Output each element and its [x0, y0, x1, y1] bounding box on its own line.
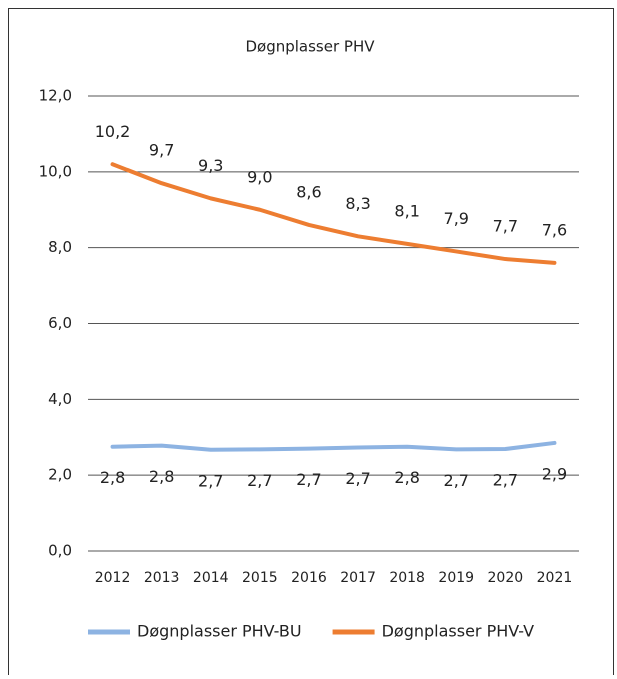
- data-label: 10,2: [95, 122, 131, 141]
- data-label: 2,7: [198, 471, 223, 490]
- x-tick-label: 2013: [144, 570, 180, 586]
- x-tick-label: 2021: [537, 570, 573, 586]
- y-tick-label: 10,0: [39, 162, 72, 180]
- data-label: 2,7: [247, 471, 272, 490]
- chart-frame: [8, 8, 614, 679]
- x-tick-label: 2019: [438, 570, 474, 586]
- data-label: 2,9: [542, 464, 567, 483]
- x-tick-label: 2015: [242, 570, 278, 586]
- x-tick-label: 2017: [340, 570, 376, 586]
- y-tick-label: 2,0: [48, 466, 72, 484]
- data-label: 2,7: [345, 469, 370, 488]
- data-label: 7,6: [542, 220, 567, 239]
- data-label: 2,8: [149, 467, 174, 486]
- data-label: 2,8: [394, 468, 419, 487]
- series-line: [110, 440, 557, 452]
- data-label: 7,9: [444, 209, 469, 228]
- data-label: 7,7: [493, 217, 518, 236]
- data-label: 2,7: [444, 471, 469, 490]
- y-tick-label: 6,0: [48, 314, 72, 332]
- x-tick-label: 2012: [95, 570, 131, 586]
- data-label: 8,1: [394, 201, 419, 220]
- y-tick-label: 12,0: [39, 87, 72, 105]
- legend-label: Døgnplasser PHV-V: [382, 622, 535, 641]
- data-label: 8,6: [296, 182, 321, 201]
- x-tick-label: 2014: [193, 570, 229, 586]
- data-label: 9,3: [198, 156, 223, 175]
- data-label: 2,7: [296, 470, 321, 489]
- x-tick-label: 2016: [291, 570, 327, 586]
- data-label: 9,0: [247, 167, 272, 186]
- x-tick-label: 2018: [389, 570, 425, 586]
- data-label: 8,3: [345, 194, 370, 213]
- y-tick-label: 8,0: [48, 238, 72, 256]
- x-tick-label: 2020: [488, 570, 524, 586]
- data-label: 2,7: [493, 471, 518, 490]
- series-line: [110, 162, 557, 265]
- y-tick-label: 0,0: [48, 542, 72, 560]
- chart-title: Døgnplasser PHV: [245, 38, 375, 56]
- data-label: 2,8: [100, 468, 125, 487]
- y-tick-label: 4,0: [48, 390, 72, 408]
- legend-label: Døgnplasser PHV-BU: [137, 622, 302, 641]
- data-label: 9,7: [149, 141, 174, 160]
